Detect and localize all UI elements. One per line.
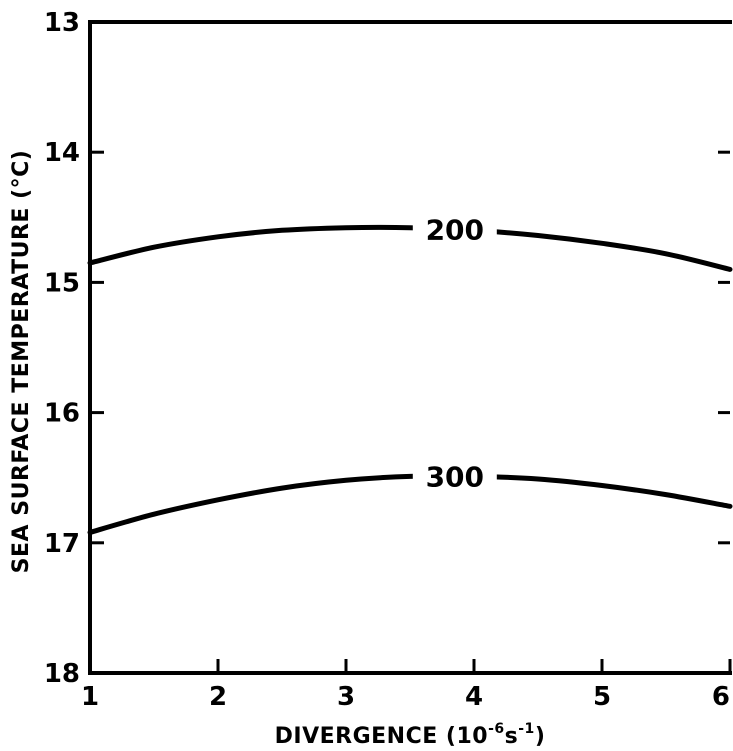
ticks-group: 13 14 15 16 17 181 2 3 4 5 6 xyxy=(44,8,732,712)
x-tick-label: 4 xyxy=(465,682,483,712)
series-label-300: 300 xyxy=(426,460,484,493)
y-tick-label: 15 xyxy=(44,268,80,298)
series-label-mask xyxy=(412,459,497,494)
x-axis-title: DIVERGENCE (10-6s-1) xyxy=(275,721,546,749)
series-group: 200 300 xyxy=(87,212,733,535)
x-tick-label: 6 xyxy=(712,682,730,712)
y-tick-label: 18 xyxy=(44,659,80,689)
y-tick-label: 13 xyxy=(44,8,80,38)
series-label-mask xyxy=(412,212,497,247)
x-axis-title-unit-exp: -1 xyxy=(518,721,535,737)
y-tick-label: 16 xyxy=(44,399,80,429)
x-axis-title-exp: -6 xyxy=(488,721,505,737)
series-line-200 xyxy=(87,224,733,272)
series-line-300 xyxy=(87,473,733,535)
y-tick-label: 14 xyxy=(44,138,80,168)
x-axis-title-close: ) xyxy=(535,724,546,749)
x-tick-label: 1 xyxy=(81,682,99,712)
y-axis-title: SEA SURFACE TEMPERATURE (°C) xyxy=(9,150,34,574)
x-axis-title-main: DIVERGENCE (10 xyxy=(275,724,488,749)
axes-group xyxy=(88,20,732,675)
x-tick-label: 5 xyxy=(593,682,611,712)
y-tick-label: 17 xyxy=(44,529,80,559)
x-tick-label: 2 xyxy=(209,682,227,712)
series-label-200: 200 xyxy=(426,214,484,247)
x-tick-label: 3 xyxy=(337,682,355,712)
x-axis-title-unit: s xyxy=(505,724,519,749)
